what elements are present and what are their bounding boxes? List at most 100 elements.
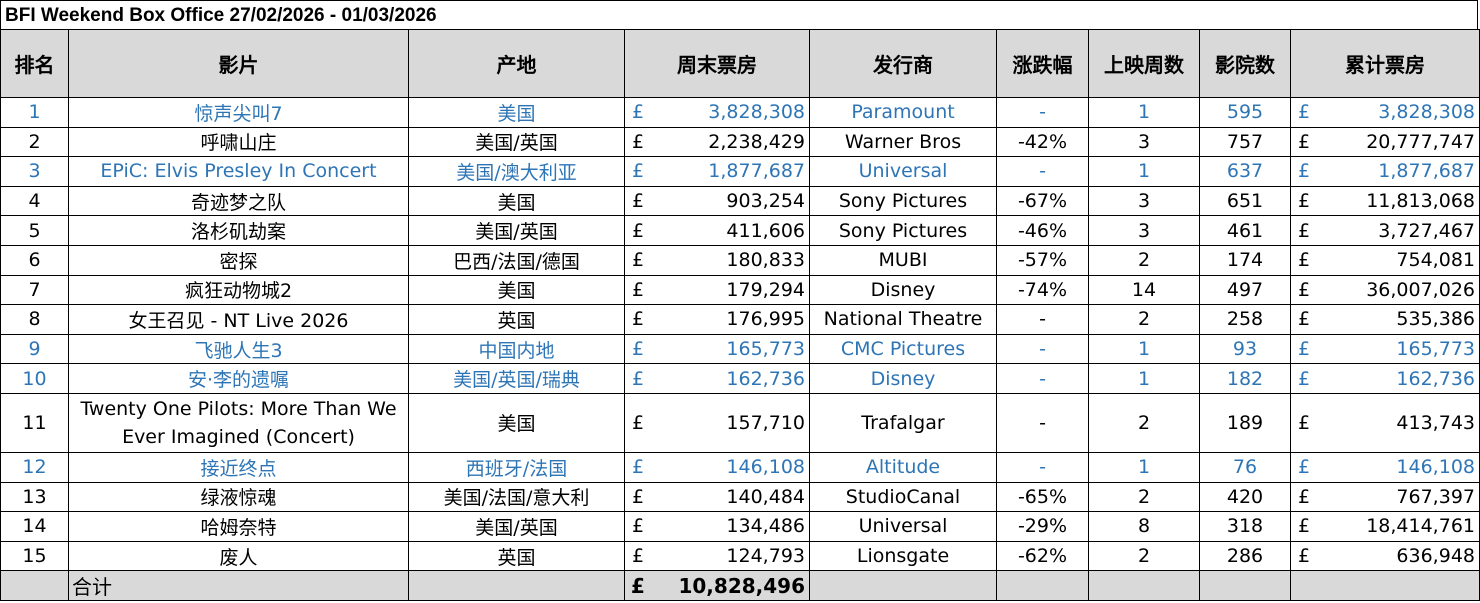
- currency-symbol: £: [1297, 515, 1311, 538]
- rank-cell: 6: [0, 244, 69, 276]
- total-origin-cell: [408, 570, 625, 602]
- distributor-cell: StudioCanal: [809, 481, 997, 513]
- total-row: 合计 £10,828,496: [0, 570, 1480, 602]
- total-gross-cell: £767,397: [1290, 481, 1480, 513]
- weekend-gross-cell: £1,877,687: [624, 156, 810, 187]
- cinemas-cell: 189: [1199, 392, 1291, 453]
- total-gross-amount: 3,828,308: [1378, 101, 1475, 124]
- total-weekend-amount: 10,828,496: [678, 573, 805, 598]
- weekend-gross-cell: £146,108: [624, 451, 810, 483]
- change-cell: -: [996, 304, 1089, 335]
- currency-symbol: £: [1297, 485, 1311, 508]
- currency-symbol: £: [1297, 308, 1311, 331]
- currency-symbol: £: [631, 573, 645, 598]
- currency-symbol: £: [1297, 545, 1311, 568]
- weekend-gross-cell: £176,995: [624, 304, 810, 335]
- total-gross-amount: 36,007,026: [1366, 278, 1475, 301]
- weekend-gross-cell: £180,833: [624, 244, 810, 276]
- change-cell: -: [996, 97, 1089, 128]
- total-gross-amount: 11,813,068: [1366, 190, 1475, 213]
- currency-symbol: £: [631, 160, 645, 183]
- currency-symbol: £: [1297, 219, 1311, 242]
- cinemas-cell: 757: [1199, 126, 1291, 158]
- total-gross-amount: 162,736: [1396, 367, 1475, 390]
- weekend-gross-cell: £179,294: [624, 274, 810, 306]
- weeks-cell: 2: [1088, 481, 1200, 513]
- weekend-gross-cell: £411,606: [624, 215, 810, 246]
- currency-symbol: £: [1297, 130, 1311, 153]
- currency-symbol: £: [631, 456, 645, 479]
- cinemas-cell: 651: [1199, 185, 1291, 217]
- total-distributor-cell: [809, 570, 997, 602]
- box-office-table: 排名 影片 产地 周末票房 发行商 涨跌幅 上映周数 影院数 累计票房 1 惊声尖…: [0, 29, 1480, 602]
- weekend-gross-cell: £165,773: [624, 333, 810, 365]
- rank-cell: 5: [0, 215, 69, 246]
- rank-cell: 3: [0, 156, 69, 187]
- weeks-cell: 2: [1088, 244, 1200, 276]
- film-title-cell: 疯狂动物城2: [68, 274, 409, 306]
- table-row: 2 呼啸山庄 美国/英国 £2,238,429 Warner Bros -42% 3 757 £…: [0, 126, 1480, 158]
- weeks-cell: 8: [1088, 511, 1200, 542]
- origin-cell: 美国/英国: [408, 511, 625, 542]
- header-distributor: 发行商: [809, 29, 997, 98]
- total-weeks-cell: [1088, 570, 1200, 602]
- weekend-gross-amount: 2,238,429: [708, 130, 805, 153]
- distributor-cell: Paramount: [809, 97, 997, 128]
- distributor-cell: Disney: [809, 363, 997, 394]
- change-cell: -: [996, 156, 1089, 187]
- total-change-cell: [996, 570, 1089, 602]
- currency-symbol: £: [631, 338, 645, 361]
- origin-cell: 美国/英国/瑞典: [408, 363, 625, 394]
- weekend-gross-amount: 157,710: [726, 411, 805, 434]
- currency-symbol: £: [1297, 411, 1311, 434]
- total-gross-cell: £413,743: [1290, 392, 1480, 453]
- change-cell: -57%: [996, 244, 1089, 276]
- header-weekend-gross: 周末票房: [624, 29, 810, 98]
- total-gross-cell: £636,948: [1290, 540, 1480, 572]
- film-title-cell: 哈姆奈特: [68, 511, 409, 542]
- film-title-cell: EPiC: Elvis Presley In Concert: [68, 156, 409, 187]
- header-total-gross: 累计票房: [1290, 29, 1480, 98]
- currency-symbol: £: [631, 278, 645, 301]
- total-rank-cell: [0, 570, 69, 602]
- currency-symbol: £: [631, 515, 645, 538]
- table-row: 9 飞驰人生3 中国内地 £165,773 CMC Pictures -1 93 £165,7…: [0, 333, 1480, 365]
- origin-cell: 美国/英国: [408, 215, 625, 246]
- table-row: 1 惊声尖叫7 美国 £3,828,308 Paramount -1 595 £3,828,3…: [0, 97, 1480, 128]
- weekend-gross-amount: 165,773: [726, 338, 805, 361]
- weekend-gross-amount: 134,486: [726, 515, 805, 538]
- currency-symbol: £: [631, 485, 645, 508]
- cinemas-cell: 318: [1199, 511, 1291, 542]
- distributor-cell: Altitude: [809, 451, 997, 483]
- distributor-cell: Warner Bros: [809, 126, 997, 158]
- weekend-gross-amount: 1,877,687: [708, 160, 805, 183]
- cinemas-cell: 497: [1199, 274, 1291, 306]
- total-gross-cell: £535,386: [1290, 304, 1480, 335]
- weeks-cell: 2: [1088, 392, 1200, 453]
- currency-symbol: £: [631, 308, 645, 331]
- cinemas-cell: 420: [1199, 481, 1291, 513]
- cinemas-cell: 286: [1199, 540, 1291, 572]
- distributor-cell: CMC Pictures: [809, 333, 997, 365]
- total-gross-cell: £754,081: [1290, 244, 1480, 276]
- total-gross-amount: 767,397: [1396, 485, 1475, 508]
- table-row: 5 洛杉矶劫案 美国/英国 £411,606 Sony Pictures -46% 3 461…: [0, 215, 1480, 246]
- change-cell: -29%: [996, 511, 1089, 542]
- weekend-gross-cell: £124,793: [624, 540, 810, 572]
- rank-cell: 10: [0, 363, 69, 394]
- distributor-cell: Universal: [809, 156, 997, 187]
- weekend-gross-amount: 3,828,308: [708, 101, 805, 124]
- weeks-cell: 1: [1088, 156, 1200, 187]
- weekend-gross-amount: 903,254: [726, 190, 805, 213]
- origin-cell: 中国内地: [408, 333, 625, 365]
- origin-cell: 美国: [408, 97, 625, 128]
- currency-symbol: £: [631, 545, 645, 568]
- rank-cell: 15: [0, 540, 69, 572]
- table-row: 6 密探 巴西/法国/德国 £180,833 MUBI -57% 2 174 £754,081: [0, 244, 1480, 276]
- total-gross-cell: £162,736: [1290, 363, 1480, 394]
- weeks-cell: 2: [1088, 540, 1200, 572]
- currency-symbol: £: [631, 411, 645, 434]
- origin-cell: 巴西/法国/德国: [408, 244, 625, 276]
- rank-cell: 8: [0, 304, 69, 335]
- cinemas-cell: 595: [1199, 97, 1291, 128]
